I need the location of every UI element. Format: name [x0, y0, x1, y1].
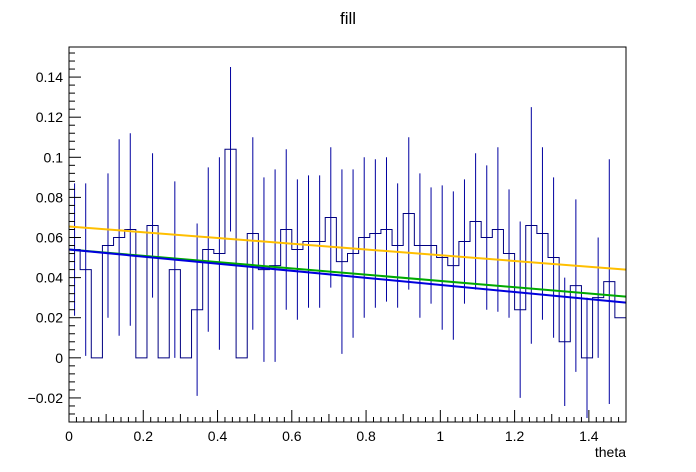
- y-tick-label: 0.04: [36, 270, 63, 286]
- y-tick-label: 0.08: [36, 189, 63, 205]
- y-tick-label: 0.02: [36, 310, 63, 326]
- y-tick-label: 0.14: [36, 69, 63, 85]
- x-axis-label: theta: [595, 444, 626, 460]
- y-tick-label: −0.02: [28, 390, 64, 406]
- plot-area: [68, 67, 627, 418]
- x-tick-label: 0.4: [208, 428, 228, 444]
- y-tick-label: 0.06: [36, 230, 63, 246]
- fit-line-1: [68, 225, 627, 271]
- axes: 0 0.2 0.4 0.6 0.8 1 1.2 1.4 −0.02 0 0.02 0.04 0.06 0.…: [28, 46, 627, 444]
- plot-frame: [68, 46, 627, 423]
- x-tick-label: 0.6: [282, 428, 302, 444]
- y-tick-label: 0.12: [36, 109, 63, 125]
- y-tick-label: 0: [55, 350, 63, 366]
- x-tick-label: 1.2: [505, 428, 525, 444]
- y-tick-label: 0.1: [44, 149, 64, 165]
- x-tick-label: 1.4: [579, 428, 599, 444]
- x-tick-label: 1: [436, 428, 444, 444]
- x-tick-label: 0: [65, 428, 73, 444]
- histogram-outline: [68, 148, 627, 359]
- x-tick-label: 0.2: [134, 428, 154, 444]
- fit-line-3: [68, 248, 627, 304]
- chart-title: fill: [340, 9, 356, 28]
- x-tick-label: 0.8: [356, 428, 376, 444]
